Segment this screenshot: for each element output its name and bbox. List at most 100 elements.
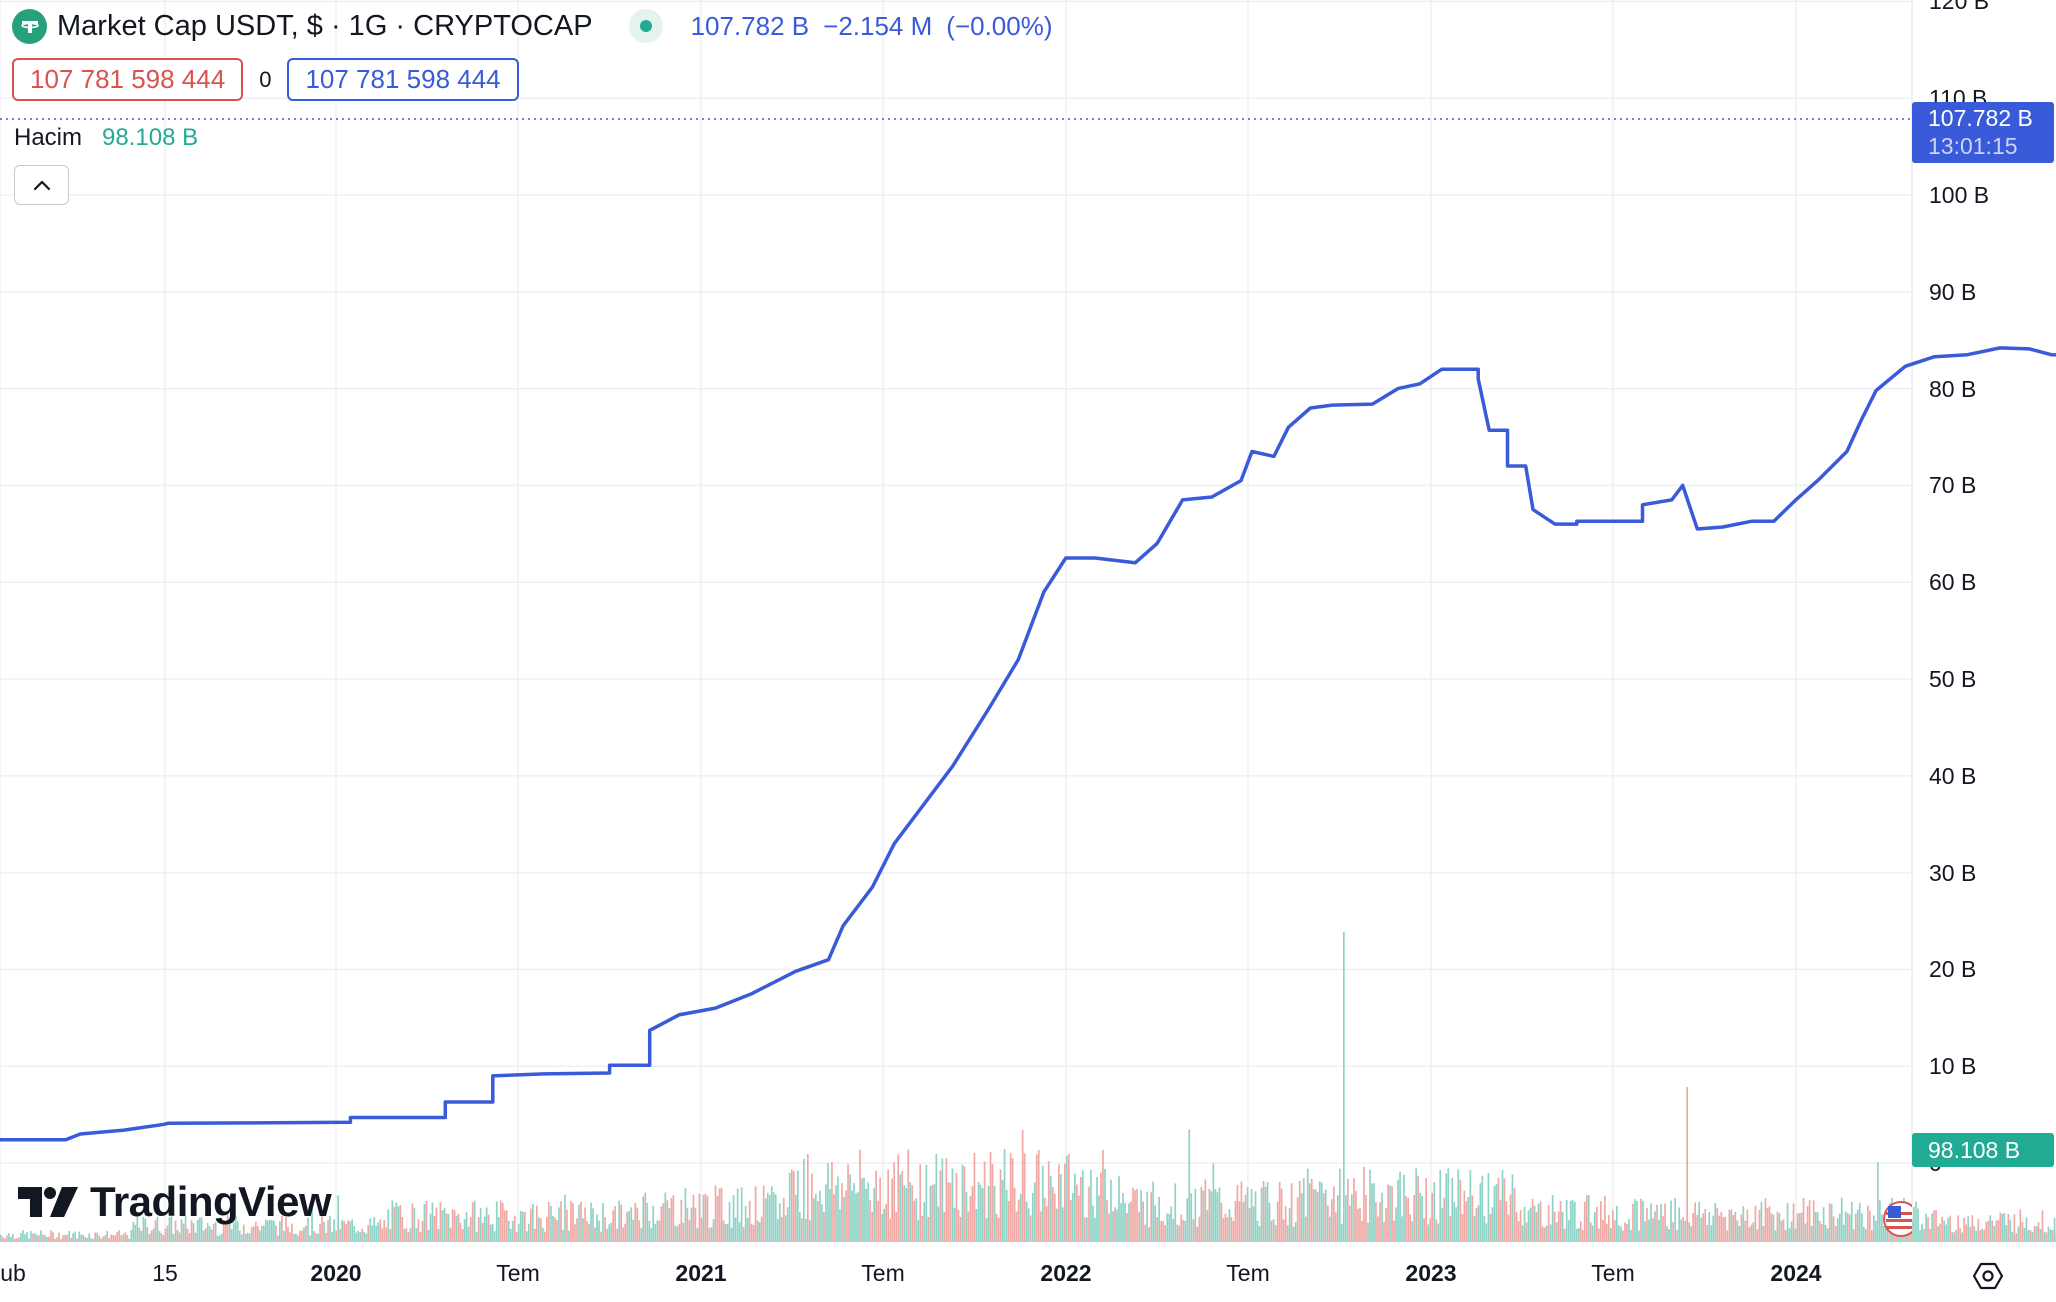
volume-bar xyxy=(1467,1197,1470,1242)
sell-price-button[interactable]: 107 781 598 444 xyxy=(12,58,244,101)
buy-price-button[interactable]: 107 781 598 444 xyxy=(287,58,519,101)
volume-bar xyxy=(907,1149,910,1242)
volume-bar xyxy=(2037,1222,2040,1242)
volume-label: Hacim xyxy=(14,124,83,151)
volume-bar xyxy=(182,1223,185,1242)
volume-bar xyxy=(1814,1211,1817,1242)
volume-bar xyxy=(138,1227,141,1242)
volume-bar xyxy=(1989,1215,1992,1242)
volume-bar xyxy=(1808,1200,1811,1242)
volume-bar xyxy=(1182,1219,1185,1242)
collapse-legend-button[interactable] xyxy=(14,165,69,205)
volume-bar xyxy=(1561,1211,1564,1242)
volume-bar xyxy=(696,1228,699,1242)
volume-bar xyxy=(443,1207,446,1242)
volume-bar xyxy=(84,1237,86,1242)
volume-bar xyxy=(1192,1219,1195,1242)
volume-bar xyxy=(1144,1224,1146,1242)
volume-bar xyxy=(1124,1203,1126,1242)
volume-bar xyxy=(1228,1209,1231,1242)
volume-bar xyxy=(395,1202,398,1242)
volume-bar xyxy=(142,1216,145,1242)
market-status-dot-icon[interactable] xyxy=(628,9,663,43)
volume-bar xyxy=(1110,1179,1112,1242)
volume-bar xyxy=(2025,1217,2028,1242)
volume-bar xyxy=(521,1211,524,1242)
volume-bar xyxy=(1710,1225,1713,1242)
volume-bar xyxy=(871,1211,873,1242)
volume-bar xyxy=(2039,1228,2042,1242)
volume-bar xyxy=(1913,1207,1915,1242)
volume-bar xyxy=(1784,1229,1787,1242)
volume-bar xyxy=(969,1195,972,1242)
spread-value: 0 xyxy=(259,66,272,92)
volume-bar xyxy=(1258,1226,1261,1242)
volume-bar xyxy=(1003,1149,1006,1242)
volume-bar xyxy=(1748,1227,1751,1242)
volume-bar xyxy=(1539,1201,1542,1242)
volume-bar xyxy=(700,1217,703,1242)
volume-bar xyxy=(281,1215,283,1242)
volume-bar xyxy=(1288,1208,1291,1242)
volume-bar xyxy=(985,1218,988,1242)
volume-bar xyxy=(1170,1206,1173,1242)
volume-bar xyxy=(1967,1216,1969,1242)
volume-bar xyxy=(333,1219,335,1242)
volume-legend[interactable]: Hacim 98.108 B xyxy=(14,124,198,152)
volume-bar xyxy=(2045,1232,2048,1242)
us-flag-icon[interactable] xyxy=(1882,1200,1912,1238)
volume-bar xyxy=(1567,1220,1570,1242)
chart-settings-icon[interactable] xyxy=(1972,1260,2004,1292)
volume-bar xyxy=(1361,1220,1363,1242)
volume-bar xyxy=(297,1235,299,1242)
volume-bar xyxy=(90,1238,92,1242)
volume-bar xyxy=(666,1200,669,1242)
symbol-title[interactable]: Market Cap USDT, $ · 1G · CRYPTOCAP xyxy=(57,9,593,42)
tether-logo-icon[interactable] xyxy=(12,8,47,44)
volume-bar xyxy=(1118,1176,1120,1242)
volume-bar xyxy=(116,1232,119,1242)
volume-bar xyxy=(1770,1213,1773,1242)
volume-bar xyxy=(584,1207,586,1242)
volume-bar xyxy=(1070,1200,1072,1242)
volume-bar xyxy=(973,1152,976,1242)
volume-bar xyxy=(1929,1228,1931,1242)
volume-bar xyxy=(72,1233,74,1242)
volume-bar xyxy=(158,1231,161,1242)
volume-bar xyxy=(379,1219,382,1242)
chevron-up-icon xyxy=(33,180,50,191)
volume-bar xyxy=(1475,1208,1478,1242)
volume-bar xyxy=(967,1211,970,1242)
volume-bar xyxy=(1863,1227,1865,1242)
volume-bar xyxy=(548,1202,550,1242)
volume-bar xyxy=(648,1220,651,1242)
volume-bar xyxy=(467,1226,470,1242)
tradingview-logo[interactable]: TradingView xyxy=(18,1178,332,1226)
volume-bar xyxy=(1798,1213,1801,1242)
volume-bar xyxy=(246,1232,249,1242)
volume-bar xyxy=(1250,1189,1253,1242)
volume-bar xyxy=(630,1207,633,1242)
volume-bar xyxy=(750,1223,753,1242)
volume-bar xyxy=(1240,1181,1243,1242)
volume-bar xyxy=(2051,1230,2054,1242)
volume-bar xyxy=(1437,1223,1440,1242)
change-value: −2.154 M xyxy=(823,10,933,41)
volume-bar xyxy=(1563,1228,1566,1242)
volume-bar xyxy=(1314,1189,1317,1242)
volume-bar xyxy=(409,1228,412,1242)
volume-bar xyxy=(2049,1229,2052,1242)
volume-bar xyxy=(1345,1195,1347,1242)
volume-bar xyxy=(44,1235,46,1242)
volume-bar xyxy=(638,1220,641,1242)
volume-bar xyxy=(489,1224,492,1242)
volume-bar xyxy=(507,1220,510,1242)
volume-bar xyxy=(1062,1207,1064,1242)
volume-bar xyxy=(1148,1227,1150,1242)
volume-bar xyxy=(499,1200,502,1242)
volume-bar xyxy=(622,1227,624,1242)
volume-bar xyxy=(1873,1215,1875,1242)
volume-bar xyxy=(1383,1221,1385,1242)
volume-bar xyxy=(194,1232,197,1242)
